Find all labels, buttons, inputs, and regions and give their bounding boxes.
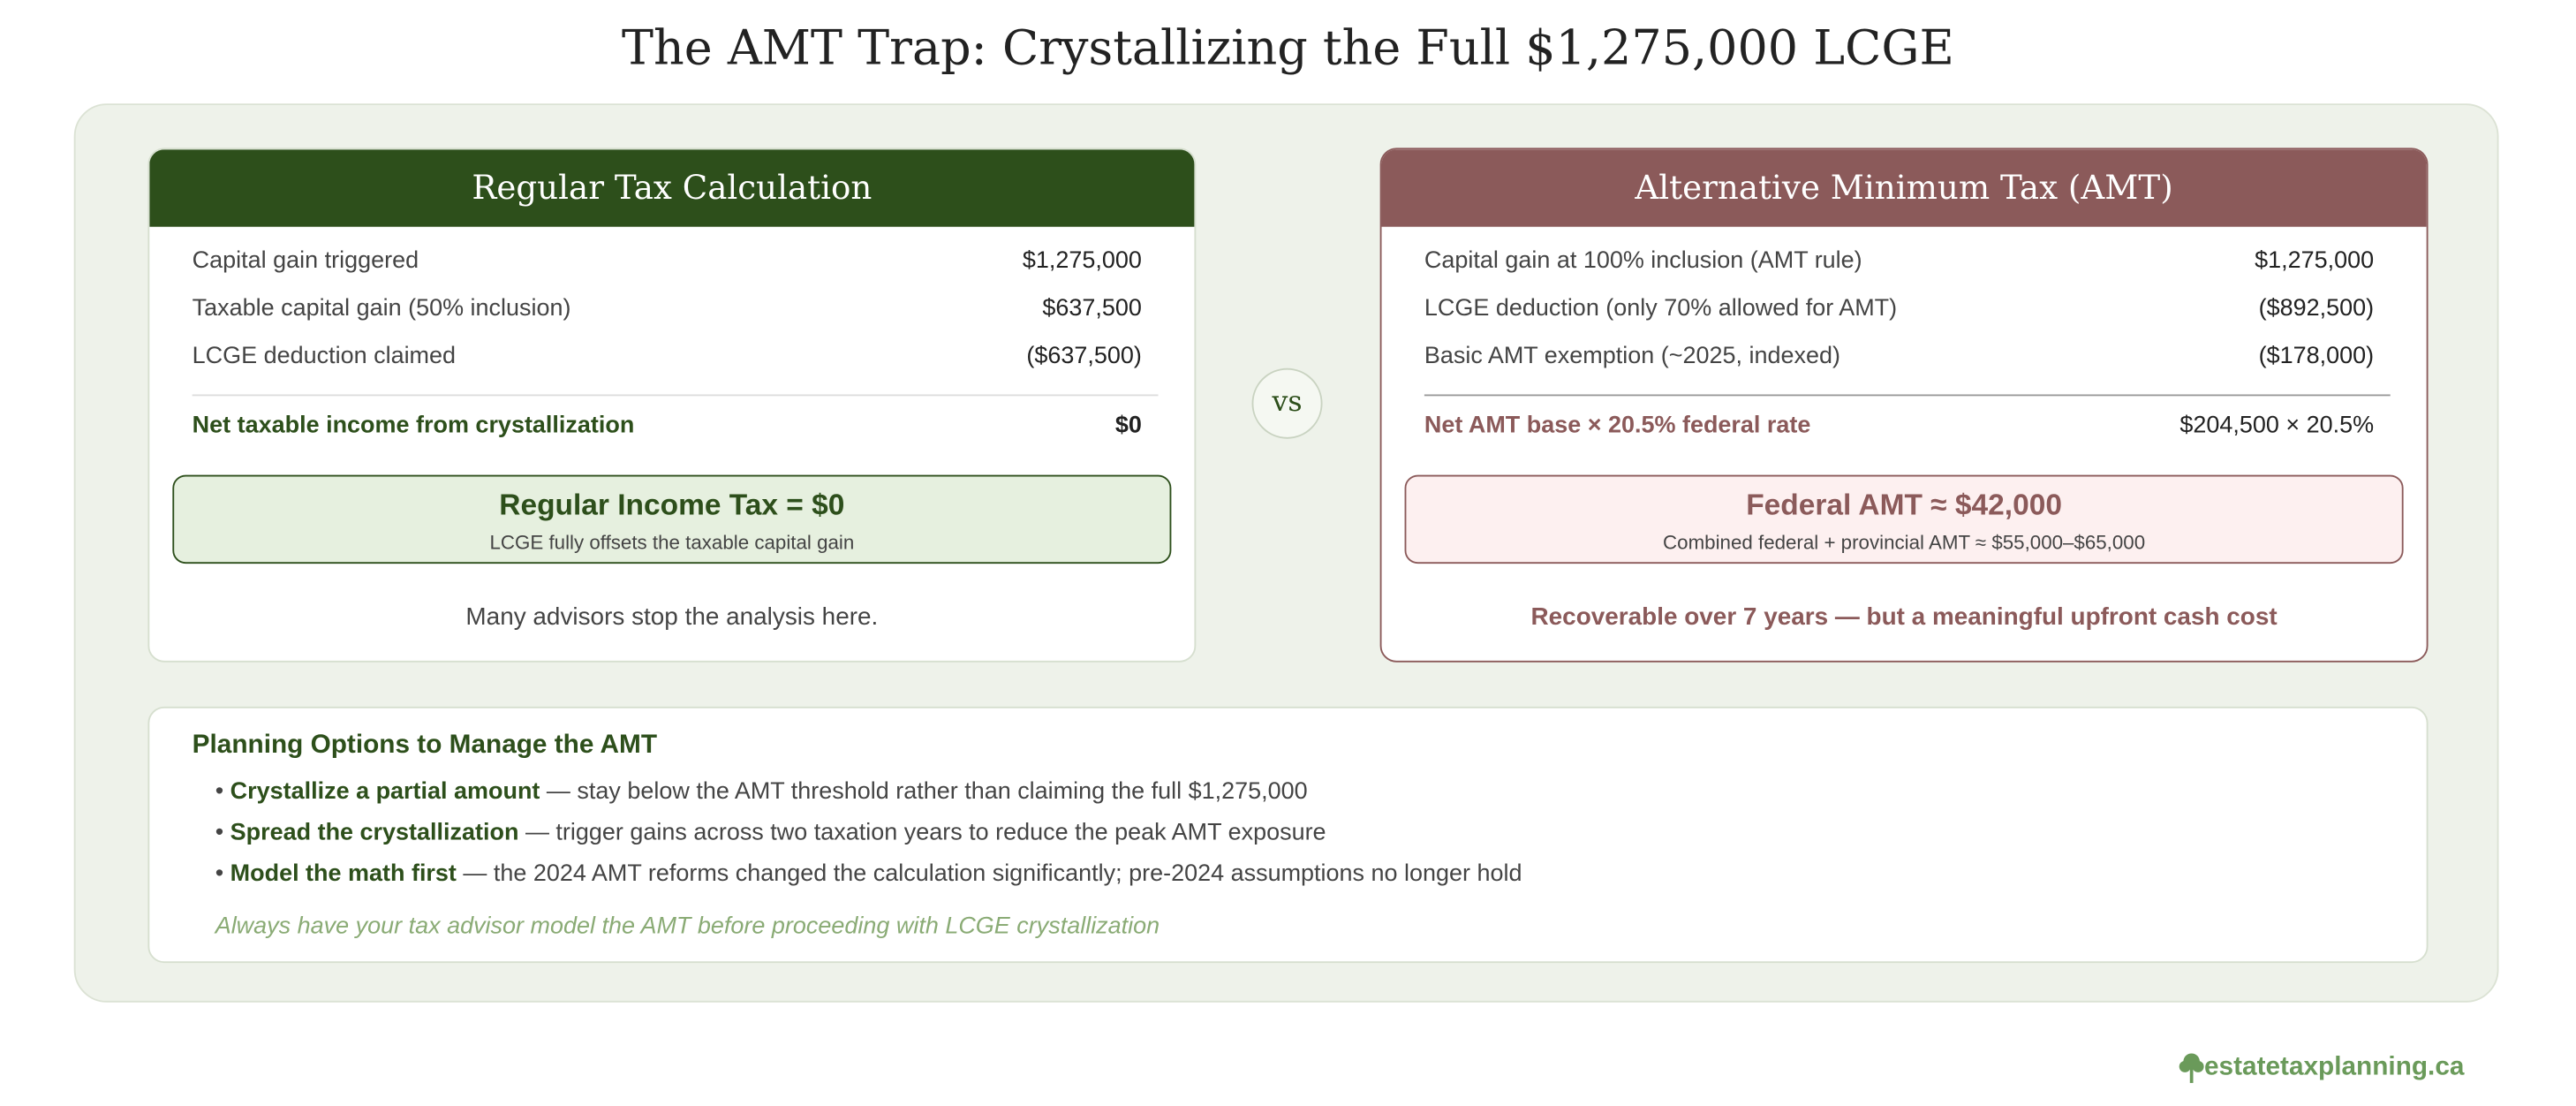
card-heading: Regular Tax Calculation [149, 149, 1195, 227]
result-note: Combined federal + provincial AMT ≈ $55,… [1663, 530, 2146, 554]
total-value: $0 [1114, 412, 1142, 439]
result-title: Regular Income Tax = $0 [499, 488, 845, 521]
planning-item: Spread the crystallization — trigger gai… [215, 820, 1326, 846]
result-box: Regular Income Tax = $0 LCGE fully offset… [172, 474, 1172, 564]
title: The AMT Trap: Crystallizing the Full $1,… [622, 19, 1954, 76]
total-value: $204,500 × 20.5% [2179, 412, 2375, 439]
planning-heading: Planning Options to Manage the AMT [192, 731, 658, 760]
row-label: Capital gain triggered [192, 247, 419, 275]
planning-item: Model the math first — the 2024 AMT refo… [215, 861, 1522, 888]
brand-icon [2179, 1053, 2204, 1083]
amt-card: Alternative Minimum Tax (AMT) Capital ga… [1379, 148, 2429, 663]
planning-card: Planning Options to Manage the AMT Alway… [147, 706, 2429, 964]
row: LCGE deduction claimed ($637,500) [193, 344, 1142, 370]
row-value: ($892,500) [2258, 295, 2375, 322]
planning-item: Crystallize a partial amount — stay belo… [215, 779, 1308, 806]
item-text: — the 2024 AMT reforms changed the calcu… [463, 860, 1522, 888]
row: Capital gain at 100% inclusion (AMT rule… [1424, 248, 2374, 275]
row: LCGE deduction (only 70% allowed for AMT… [1424, 296, 2374, 322]
row-label: LCGE deduction claimed [192, 343, 457, 370]
result-note: LCGE fully offsets the taxable capital g… [489, 530, 855, 554]
result-title: Federal AMT ≈ $42,000 [1746, 488, 2062, 521]
row-label: LCGE deduction (only 70% allowed for AMT… [1424, 295, 1898, 322]
item-bold: Model the math first [230, 860, 457, 888]
total-label: Net taxable income from crystallization [192, 412, 635, 439]
card-footer: Recoverable over 7 years — but a meaning… [1530, 602, 2278, 632]
card-footer: Many advisors stop the analysis here. [465, 602, 879, 632]
row-value: $1,275,000 [1022, 247, 1142, 275]
row-label: Taxable capital gain (50% inclusion) [192, 295, 571, 322]
result-box: Federal AMT ≈ $42,000 Combined federal + … [1404, 474, 2404, 564]
row-value: ($178,000) [2258, 343, 2375, 370]
item-bold: Crystallize a partial amount [230, 778, 540, 806]
divider [1424, 394, 2391, 397]
divider [192, 394, 1159, 397]
brand: estatetaxplanning.ca [2178, 1052, 2464, 1085]
row-value: ($637,500) [1026, 343, 1142, 370]
item-text: — trigger gains across two taxation year… [525, 820, 1326, 847]
row: Capital gain triggered $1,275,000 [193, 248, 1142, 275]
row-label: Basic AMT exemption (~2025, indexed) [1424, 343, 1840, 370]
row: Basic AMT exemption (~2025, indexed) ($17… [1424, 344, 2374, 370]
row: Taxable capital gain (50% inclusion) $637… [193, 296, 1142, 322]
item-text: — stay below the AMT threshold rather th… [546, 778, 1308, 806]
regular-card: Regular Tax Calculation Capital gain tri… [147, 148, 1197, 663]
row-value: $637,500 [1042, 295, 1142, 322]
row-label: Capital gain at 100% inclusion (AMT rule… [1424, 247, 1862, 275]
total-label: Net AMT base × 20.5% federal rate [1424, 412, 1811, 439]
total-row: Net taxable income from crystallization $… [193, 413, 1142, 439]
total-row: Net AMT base × 20.5% federal rate $204,50… [1424, 413, 2374, 439]
planning-note: Always have your tax advisor model the A… [215, 913, 1160, 941]
row-value: $1,275,000 [2255, 247, 2375, 275]
brand-text: estatetaxplanning.ca [2203, 1053, 2465, 1082]
item-bold: Spread the crystallization [230, 820, 519, 847]
vs-badge: vs [1251, 367, 1323, 439]
card-heading: Alternative Minimum Tax (AMT) [1381, 149, 2427, 227]
